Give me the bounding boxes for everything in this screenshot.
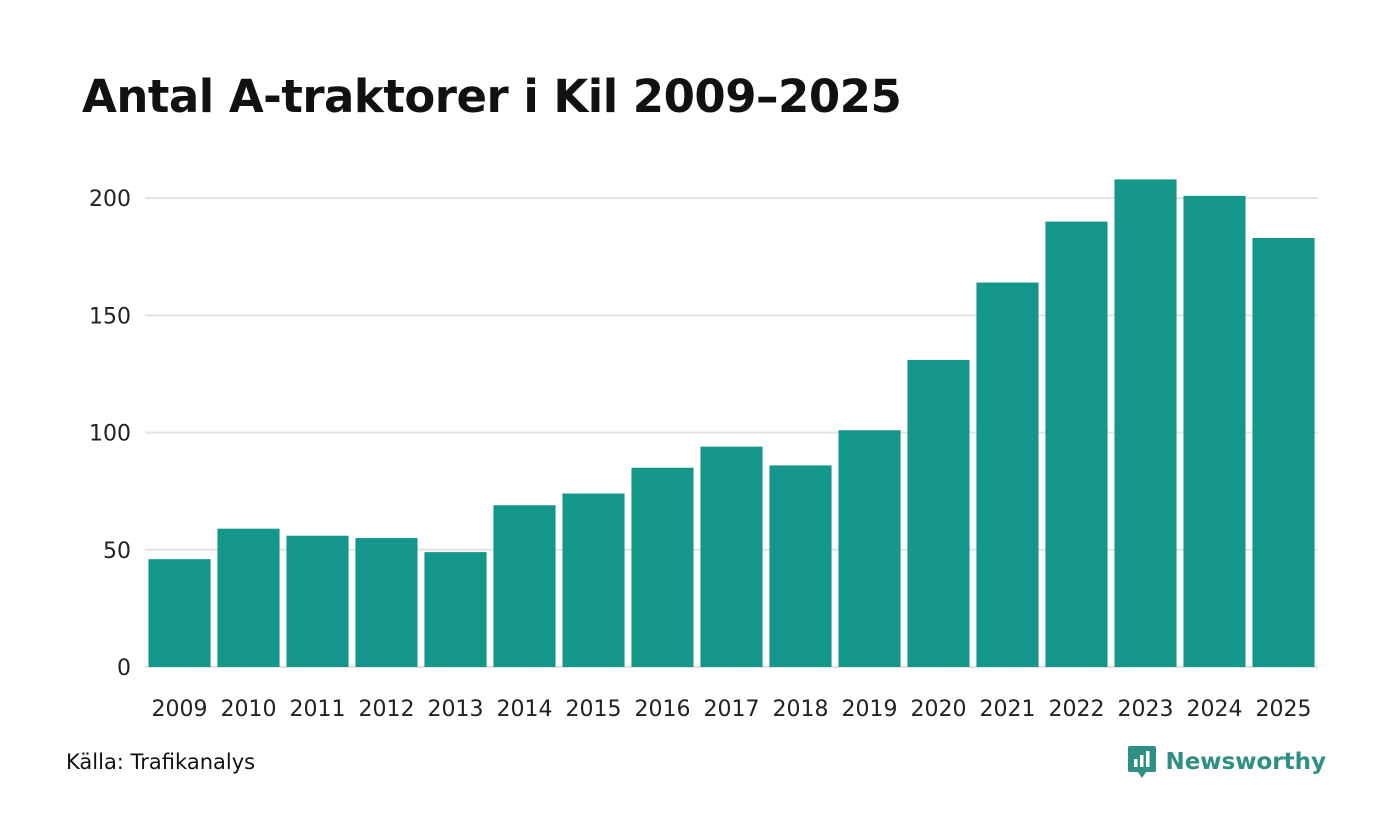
brand-logo[interactable]: Newsworthy [1127, 744, 1326, 780]
bar-2010 [217, 528, 280, 667]
x-tick-label: 2015 [566, 697, 622, 722]
bar-2011 [286, 535, 349, 667]
bar-2014 [493, 505, 556, 667]
x-tick-label: 2021 [980, 697, 1036, 722]
bar-2012 [355, 538, 418, 667]
chart-title: Antal A-traktorer i Kil 2009–2025 [82, 70, 902, 123]
bar-2016 [631, 467, 694, 667]
x-tick-label: 2025 [1256, 697, 1312, 722]
y-tick-label: 0 [117, 656, 131, 681]
x-tick-label: 2009 [152, 697, 208, 722]
bar-2018 [769, 465, 832, 667]
bar-2013 [424, 552, 487, 667]
bar-2019 [838, 430, 901, 667]
x-tick-label: 2018 [773, 697, 829, 722]
bar-chart: 0 50 100 150 200 2009 2010 2011 2012 2013 2014 201… [89, 179, 1318, 722]
x-tick-label: 2020 [911, 697, 967, 722]
bar-2021 [976, 282, 1039, 667]
y-tick-label: 50 [103, 539, 131, 564]
bars [148, 179, 1315, 667]
x-tick-label: 2023 [1118, 697, 1174, 722]
bar-2020 [907, 359, 970, 667]
bar-2024 [1183, 195, 1246, 667]
x-tick-label: 2017 [704, 697, 760, 722]
x-tick-label: 2024 [1187, 697, 1243, 722]
bar-2022 [1045, 221, 1108, 667]
bar-2015 [562, 493, 625, 667]
source-note: Källa: Trafikanalys [66, 750, 256, 774]
bar-2025 [1252, 238, 1315, 667]
bar-2009 [148, 559, 211, 667]
x-tick-label: 2010 [221, 697, 277, 722]
bar-2023 [1114, 179, 1177, 667]
x-tick-label: 2014 [497, 697, 553, 722]
bar-2017 [700, 446, 763, 667]
brand-name: Newsworthy [1165, 749, 1326, 775]
x-axis-ticks: 2009 2010 2011 2012 2013 2014 2015 2016 2017 2018… [152, 697, 1312, 722]
x-tick-label: 2019 [842, 697, 898, 722]
x-tick-label: 2013 [428, 697, 484, 722]
newsworthy-chart-icon [1128, 746, 1157, 778]
x-tick-label: 2016 [635, 697, 691, 722]
x-tick-label: 2012 [359, 697, 415, 722]
x-tick-label: 2022 [1049, 697, 1105, 722]
x-tick-label: 2011 [290, 697, 346, 722]
y-axis-ticks: 0 50 100 150 200 [89, 187, 131, 681]
y-tick-label: 100 [89, 422, 131, 447]
y-tick-label: 150 [89, 304, 131, 329]
y-tick-label: 200 [89, 187, 131, 212]
